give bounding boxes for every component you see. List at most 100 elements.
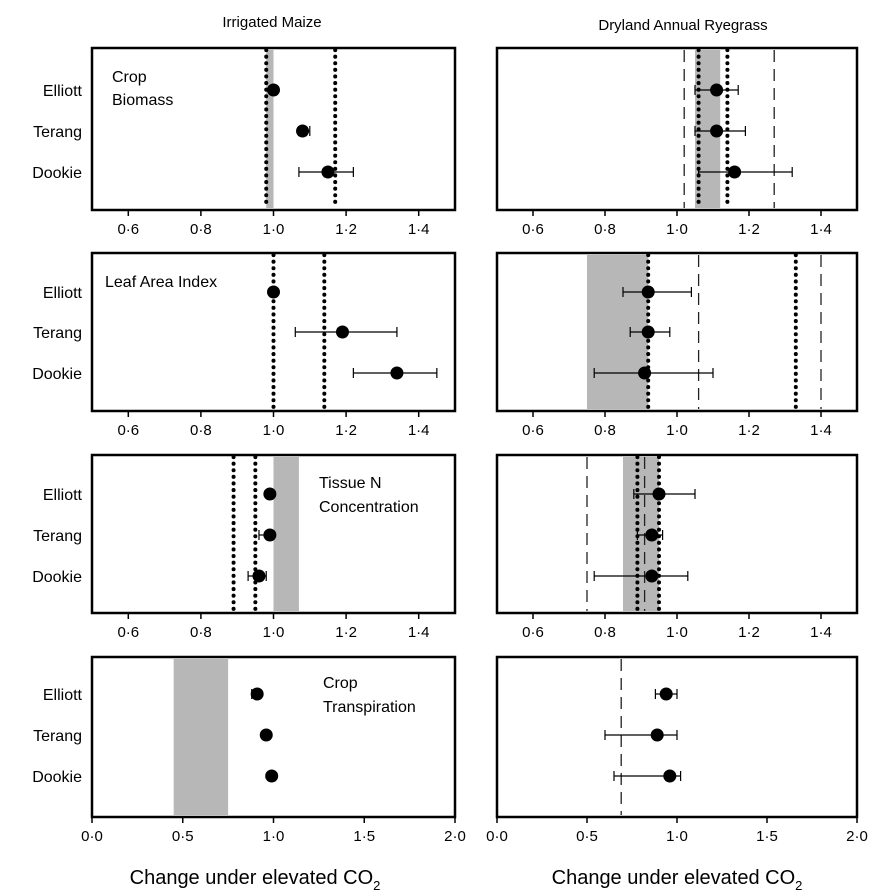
site-label: Terang xyxy=(33,728,82,745)
data-point xyxy=(265,769,279,783)
data-point xyxy=(659,687,673,701)
x-tick-label: 1·0 xyxy=(263,221,285,238)
data-point xyxy=(263,528,277,542)
x-tick-label: 0·6 xyxy=(522,422,544,439)
panel-annotation: Leaf Area Index xyxy=(105,274,217,291)
data-point xyxy=(296,124,310,138)
x-tick-label: 0·8 xyxy=(190,624,212,641)
plot-frame xyxy=(90,655,457,819)
data-point xyxy=(710,124,724,138)
x-tick-label: 0·5 xyxy=(576,828,598,845)
data-point xyxy=(267,285,280,299)
panel-ryegrass-tissue-n: 0·6 0·8 1·0 1·2 1·4 xyxy=(495,453,859,641)
x-axis-label-left-text: Change under elevated CO xyxy=(130,867,374,889)
x-tick-label: 1·4 xyxy=(408,422,430,439)
site-label: Elliott xyxy=(43,83,83,100)
x-tick-label: 1·4 xyxy=(810,624,832,641)
x-tick-label: 1·2 xyxy=(335,624,357,641)
x-tick-label: 0·6 xyxy=(117,422,139,439)
panel-ryegrass-leaf-area-index: 0·6 0·8 1·0 1·2 1·4 xyxy=(495,251,859,439)
data-point xyxy=(638,366,652,380)
x-tick-label: 0·8 xyxy=(190,422,212,439)
plot-frame xyxy=(495,453,859,615)
data-point xyxy=(259,728,273,742)
x-tick-label: 0·0 xyxy=(81,828,103,845)
panel-annotation: Transpiration xyxy=(323,699,416,716)
panel-annotation: Concentration xyxy=(319,499,419,516)
site-label: Dookie xyxy=(32,366,82,383)
x-tick-label: 1·2 xyxy=(335,221,357,238)
site-label: Elliott xyxy=(43,687,83,704)
x-tick-label: 1·4 xyxy=(810,221,832,238)
site-label: Dookie xyxy=(32,569,82,586)
data-point xyxy=(250,687,264,701)
shaded-range xyxy=(173,659,229,815)
x-tick-label: 1·5 xyxy=(353,828,375,845)
x-axis-label-right-subscript: 2 xyxy=(795,878,802,892)
panel-annotation: Biomass xyxy=(112,92,173,109)
x-tick-label: 0·5 xyxy=(172,828,194,845)
shaded-range xyxy=(273,457,299,611)
x-axis-label-left-subscript: 2 xyxy=(373,878,380,892)
x-tick-label: 0·6 xyxy=(117,221,139,238)
x-tick-label: 1·2 xyxy=(335,422,357,439)
panel-maize-tissue-n: 0·6 0·8 1·0 1·2 1·4 Elliott Terang Dookie Tissue… xyxy=(32,453,457,641)
x-tick-label: 0·6 xyxy=(522,221,544,238)
x-tick-label: 0·6 xyxy=(117,624,139,641)
x-tick-label: 2·0 xyxy=(846,828,868,845)
site-label: Terang xyxy=(33,528,82,545)
data-point xyxy=(650,728,664,742)
x-axis-label-right-text: Change under elevated CO xyxy=(552,867,796,889)
panel-ryegrass-crop-biomass: 0·6 0·8 1·0 1·2 1·4 xyxy=(495,46,859,238)
data-point xyxy=(652,487,666,501)
data-point xyxy=(641,325,655,339)
x-tick-label: 2·0 xyxy=(444,828,466,845)
data-point xyxy=(335,325,349,339)
x-tick-label: 1·5 xyxy=(756,828,778,845)
panel-ryegrass-transpiration: 0·0 0·5 1·0 1·5 2·0 xyxy=(486,655,868,845)
data-point xyxy=(263,487,277,501)
data-point xyxy=(645,528,659,542)
panel-annotation: Crop xyxy=(323,675,358,692)
data-point xyxy=(390,366,404,380)
x-tick-label: 0·8 xyxy=(594,422,616,439)
x-tick-label: 0·8 xyxy=(190,221,212,238)
data-point xyxy=(728,165,742,179)
data-point xyxy=(641,285,655,299)
panel-maize-crop-biomass: 0·6 0·8 1·0 1·2 1·4 Elliott Terang Dookie Crop Bi… xyxy=(32,46,457,238)
site-label: Terang xyxy=(33,325,82,342)
data-point xyxy=(321,165,335,179)
column-title-dryland-ryegrass: Dryland Annual Ryegrass xyxy=(598,17,767,34)
site-label: Elliott xyxy=(43,487,83,504)
x-tick-label: 1·0 xyxy=(666,422,688,439)
site-label: Dookie xyxy=(32,165,82,182)
x-axis-label-left: Change under elevated CO2 xyxy=(130,867,381,892)
data-point xyxy=(645,569,659,583)
plot-frame xyxy=(495,46,859,212)
panel-maize-leaf-area-index: 0·6 0·8 1·0 1·2 1·4 Elliott Terang Dookie Leaf A… xyxy=(32,251,457,439)
x-tick-label: 1·4 xyxy=(408,221,430,238)
x-tick-label: 1·2 xyxy=(738,422,760,439)
data-point xyxy=(710,83,724,97)
x-tick-label: 1·4 xyxy=(810,422,832,439)
panel-maize-transpiration: 0·0 0·5 1·0 1·5 2·0 Elliott Terang Dookie Crop Tr… xyxy=(32,655,466,845)
plot-frame xyxy=(495,251,859,413)
x-tick-label: 1·2 xyxy=(738,221,760,238)
x-tick-label: 1·4 xyxy=(408,624,430,641)
panel-annotation: Tissue N xyxy=(319,475,382,492)
shaded-range xyxy=(266,50,274,208)
x-tick-label: 1·0 xyxy=(263,828,285,845)
site-label: Elliott xyxy=(43,285,83,302)
x-tick-label: 1·0 xyxy=(666,624,688,641)
x-tick-label: 0·6 xyxy=(522,624,544,641)
x-tick-label: 1·2 xyxy=(738,624,760,641)
panel-annotation: Crop xyxy=(112,69,147,86)
column-title-irrigated-maize: Irrigated Maize xyxy=(222,14,321,31)
x-tick-label: 1·0 xyxy=(666,828,688,845)
x-tick-label: 0·8 xyxy=(594,221,616,238)
site-label: Dookie xyxy=(32,769,82,786)
data-point xyxy=(663,769,677,783)
x-tick-label: 1·0 xyxy=(666,221,688,238)
x-tick-label: 0·0 xyxy=(486,828,508,845)
